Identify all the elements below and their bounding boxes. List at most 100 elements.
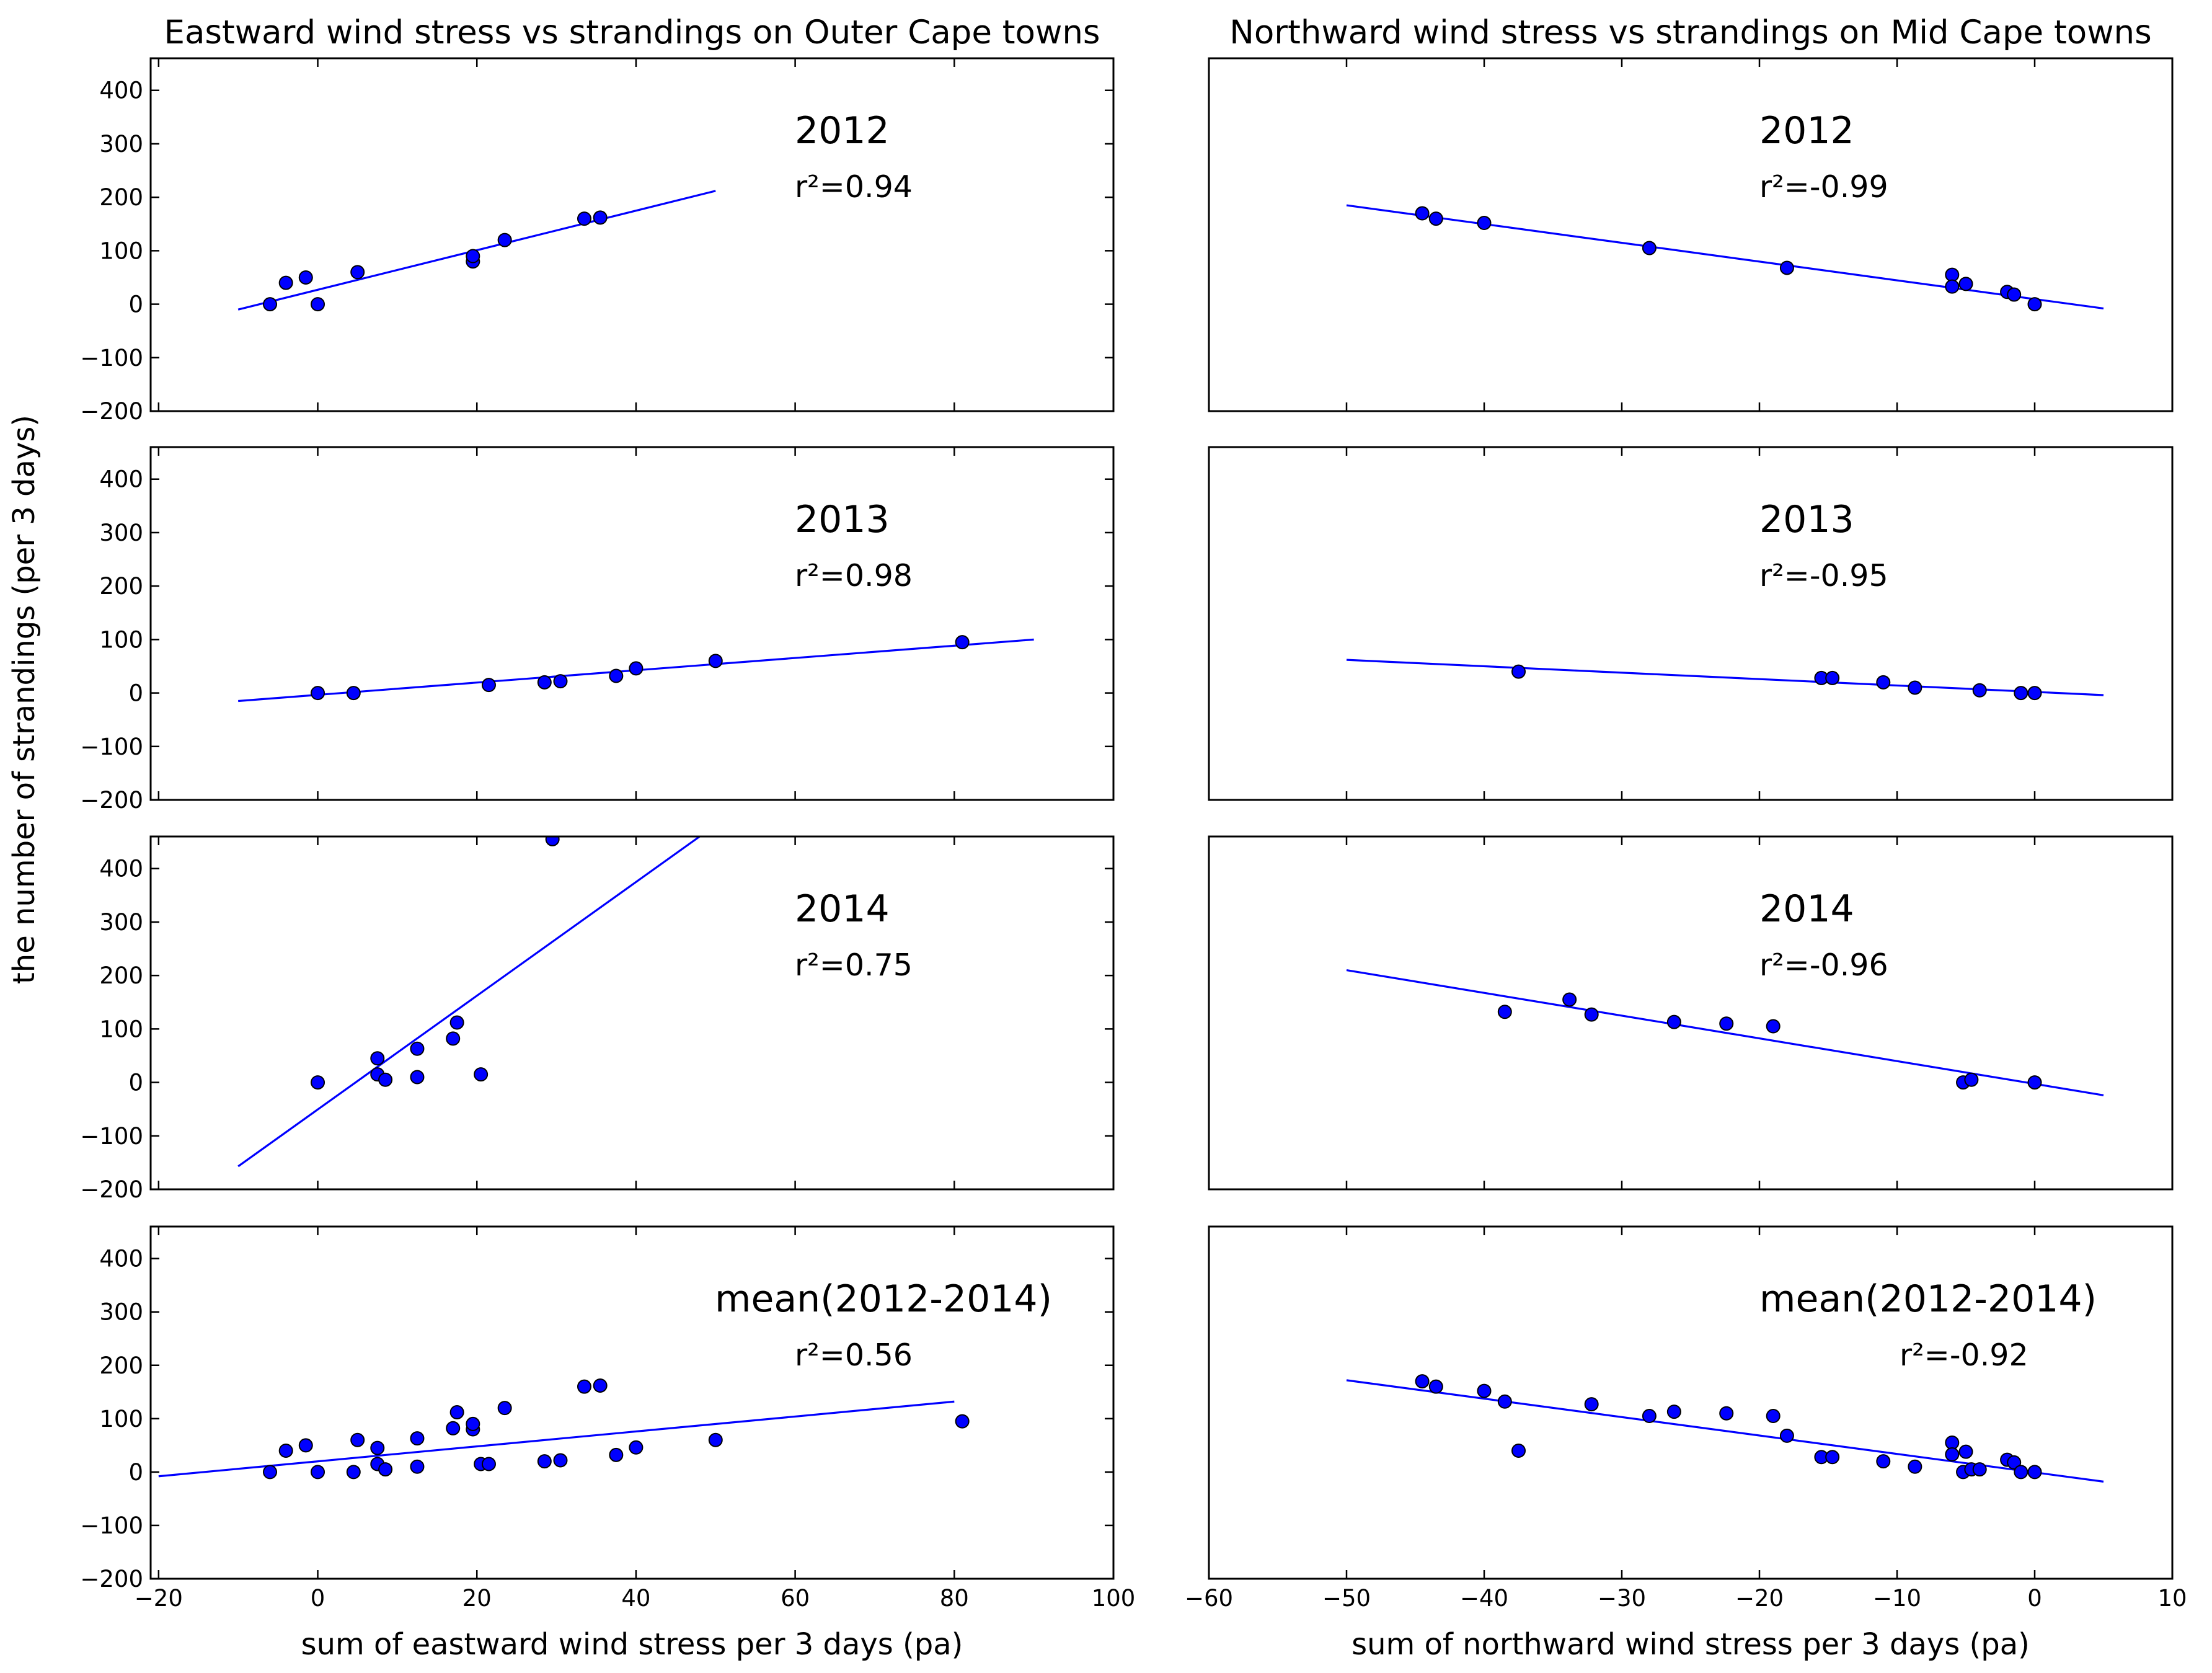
panel-east-3-ytick-label: −100 [80, 1123, 143, 1150]
panel-east-2-frame [149, 446, 1115, 801]
panel-east-4-point-10 [410, 1459, 425, 1474]
panel-east-4-point-18 [497, 1401, 512, 1416]
panel-north-4-point-16 [1945, 1436, 1960, 1450]
panel-north-1-point-11 [2027, 297, 2042, 312]
panel-north-4-label: mean(2012-2014) [1759, 1277, 2097, 1321]
panel-east-1-frame [149, 57, 1115, 412]
panel-east-1-point-10 [593, 210, 608, 225]
panel-east-2-point-7 [629, 661, 644, 676]
panel-north-2-point-8 [2027, 686, 2042, 701]
panel-east-3-point-1 [311, 1075, 325, 1090]
panel-east-4-xtick-label: 20 [462, 1585, 492, 1612]
panel-east-2-point-1 [311, 686, 325, 701]
panel-north-2-r2: r²=-0.95 [1759, 558, 1888, 593]
panel-north-1-point-5 [1779, 260, 1794, 275]
panel-east-3-label: 2014 [795, 887, 890, 931]
panel-north-4-point-14 [1876, 1454, 1891, 1469]
panel-north-4-point-15 [1908, 1459, 1922, 1474]
column-title-1: Eastward wind stress vs strandings on Ou… [164, 14, 1100, 51]
panel-east-4-xtick-label: 80 [940, 1585, 969, 1612]
panel-east-4-ytick-label: 100 [99, 1406, 143, 1432]
panel-east-4-point-11 [410, 1431, 425, 1446]
panel-north-4-point-7 [1642, 1409, 1657, 1424]
panel-north-2-point-5 [1908, 680, 1922, 695]
panel-east-3-point-7 [446, 1031, 461, 1046]
panel-east-1-ytick-label: 400 [99, 78, 143, 104]
panel-north-1-point-4 [1642, 241, 1657, 255]
panel-north-4-xtick-label: −40 [1460, 1585, 1508, 1612]
panel-east-2-point-2 [346, 686, 361, 701]
panel-east-4-xtick-label: 0 [311, 1585, 325, 1612]
panel-east-4-xtick-label: −20 [135, 1585, 183, 1612]
panel-east-4-point-19 [537, 1454, 552, 1469]
panel-east-1-ytick-label: −200 [80, 398, 143, 425]
panel-east-3-point-4 [378, 1072, 393, 1087]
panel-east-4-point-15 [466, 1416, 480, 1431]
panel-north-4-xtick-label: −20 [1735, 1585, 1784, 1612]
panel-north-4-point-5 [1511, 1443, 1526, 1458]
panel-north-2-point-7 [2014, 686, 2028, 701]
panel-north-4-fit-line [1346, 1379, 2104, 1483]
panel-north-3-point-6 [1766, 1019, 1781, 1034]
panel-north-1-point-8 [1958, 277, 1973, 291]
panel-east-1-ytick-label: 300 [99, 131, 143, 158]
panel-north-3-label: 2014 [1759, 887, 1854, 931]
panel-north-2-point-1 [1511, 664, 1526, 679]
panel-east-2-ytick-label: −200 [80, 787, 143, 814]
panel-east-4-xtick-label: 40 [621, 1585, 650, 1612]
panel-east-4-xtick-label: 100 [1092, 1585, 1136, 1612]
panel-north-4-xtick-label: −30 [1598, 1585, 1646, 1612]
panel-east-3-ytick-label: 200 [99, 962, 143, 989]
panel-east-4-point-25 [708, 1432, 723, 1447]
panel-east-4-xtick-label: 60 [781, 1585, 810, 1612]
panel-east-4-point-2 [278, 1443, 293, 1458]
panel-east-2-point-9 [955, 635, 970, 650]
panel-north-4-point-8 [1666, 1405, 1681, 1419]
panel-east-1-point-4 [311, 297, 325, 312]
panel-east-2-ytick-label: 300 [99, 520, 143, 546]
y-axis-label: the number of strandings (per 3 days) [7, 415, 42, 984]
panel-north-4-point-2 [1428, 1379, 1443, 1394]
panel-north-3-point-5 [1719, 1016, 1734, 1031]
panel-north-4-point-23 [2007, 1455, 2022, 1470]
panel-east-1-point-3 [298, 270, 313, 285]
panel-north-4-xtick-label: 10 [2157, 1585, 2187, 1612]
panel-east-4-point-22 [593, 1378, 608, 1393]
panel-east-4-point-8 [370, 1440, 385, 1455]
panel-east-2-point-4 [537, 675, 552, 690]
panel-north-3-point-8 [1964, 1072, 1979, 1087]
panel-east-1-ytick-label: 200 [99, 184, 143, 211]
panel-east-4-point-13 [449, 1405, 464, 1419]
panel-east-3-ytick-label: 300 [99, 909, 143, 936]
panel-east-4-ytick-label: 200 [99, 1352, 143, 1379]
panel-north-4-point-13 [1825, 1450, 1840, 1465]
panel-north-4-xtick-label: 0 [2027, 1585, 2042, 1612]
panel-east-4-point-26 [955, 1414, 970, 1429]
panel-east-4-point-20 [553, 1453, 568, 1468]
panel-east-2-label: 2013 [795, 498, 890, 541]
panel-east-2-point-6 [609, 668, 624, 683]
panel-north-2-point-6 [1972, 683, 1987, 698]
panel-north-2-frame [1208, 446, 2174, 801]
panel-east-4-frame [149, 1225, 1115, 1580]
panel-east-4-ytick-label: 300 [99, 1299, 143, 1326]
panel-east-2-ytick-label: 400 [99, 466, 143, 493]
panel-north-3-frame [1208, 835, 2174, 1191]
panel-east-1-point-8 [497, 233, 512, 247]
panel-north-4-point-6 [1584, 1397, 1599, 1412]
panel-north-1-label: 2012 [1759, 109, 1854, 153]
panel-east-3-frame [149, 835, 1115, 1191]
x-axis-label-2: sum of northward wind stress per 3 days … [1352, 1627, 2030, 1662]
panel-north-1-point-6 [1945, 267, 1960, 282]
panel-east-4-point-23 [609, 1447, 624, 1462]
panel-north-3-point-4 [1666, 1014, 1681, 1029]
panel-east-3-ytick-label: 100 [99, 1016, 143, 1042]
panel-east-2-point-5 [553, 674, 568, 689]
panel-north-2-point-3 [1825, 670, 1840, 685]
panel-east-4-label: mean(2012-2014) [715, 1277, 1052, 1321]
panel-east-1-point-7 [466, 249, 480, 264]
panel-north-4-point-21 [1972, 1462, 1987, 1477]
panel-east-4-fit-line [158, 1400, 955, 1478]
panel-north-3-point-9 [2027, 1075, 2042, 1090]
